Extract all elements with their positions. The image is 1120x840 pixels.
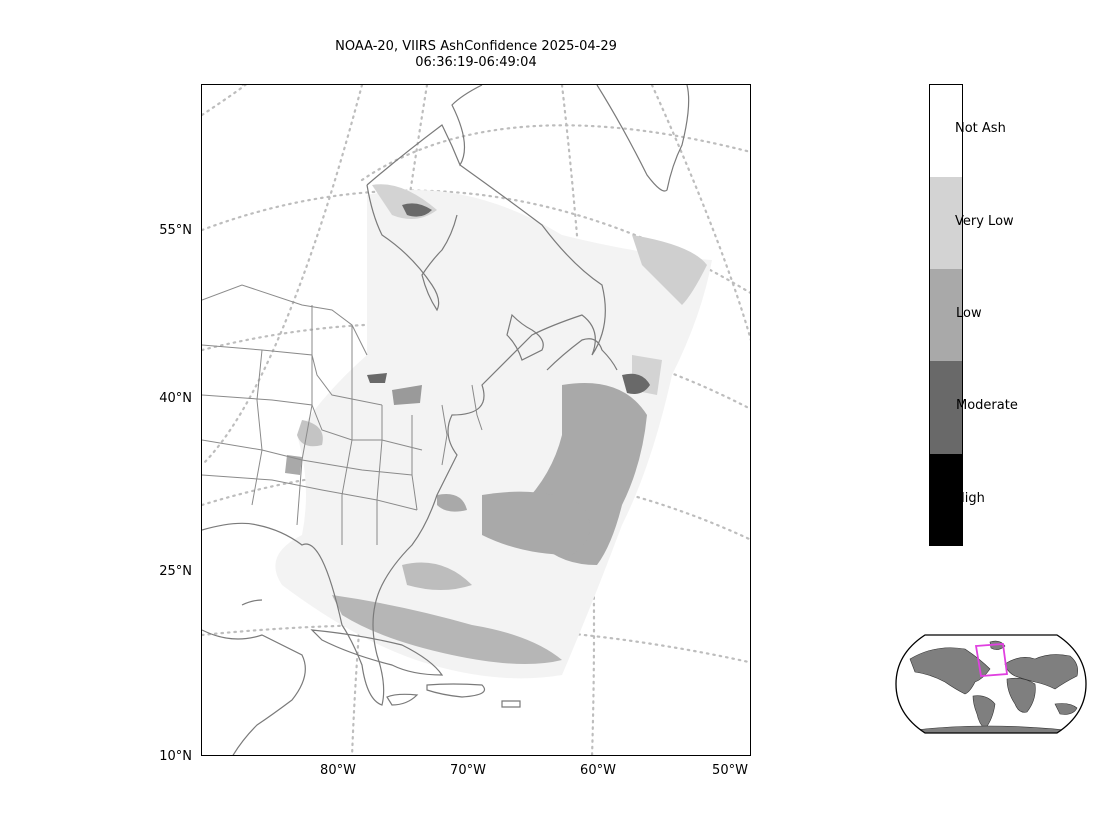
lat-tick-25n: 25°N [159,564,192,579]
world-locator-inset [895,634,1087,734]
political-borders [202,284,483,545]
ash-swath [275,184,712,679]
parallel-35n [202,467,750,541]
parallel-55n [202,189,750,295]
lon-tick-50w: 50°W [712,763,748,778]
colorbar-label-moderate: Moderate [956,398,1018,413]
colorbar-segment-low [930,269,962,361]
parallel-60n [360,124,750,182]
map-title: NOAA-20, VIIRS AshConfidence 2025-04-29 … [276,39,676,71]
inset-land [909,640,1078,733]
map-panel [201,84,751,756]
colorbar-label-very-low: Very Low [955,214,1014,229]
lat-tick-40n: 40°N [159,391,192,406]
title-line-2: 06:36:19-06:49:04 [415,55,537,70]
colorbar-segment-very-low [930,177,962,269]
colorbar-label-not-ash: Not Ash [955,121,1006,136]
lat-tick-55n: 55°N [159,223,192,238]
inset-extent-box [974,643,1009,677]
colorbar-label-low: Low [956,306,982,321]
lon-tick-60w: 60°W [580,763,616,778]
colorbar [929,84,963,546]
colorbar-segment-not-ash [930,85,962,177]
colorbar-segment-high [930,454,962,545]
lon-tick-80w: 80°W [320,763,356,778]
colorbar-label-high: High [955,491,985,506]
meridian-55w [650,85,750,341]
coastlines [202,85,690,755]
lon-tick-70w: 70°W [450,763,486,778]
lat-tick-10n: 10°N [159,749,192,764]
title-line-1: NOAA-20, VIIRS AshConfidence 2025-04-29 [335,39,617,54]
map-canvas [202,85,750,755]
meridian-85w [202,85,364,467]
inset-outline [895,634,1087,734]
colorbar-segment-moderate [930,361,962,454]
parallel-25n [202,623,750,664]
